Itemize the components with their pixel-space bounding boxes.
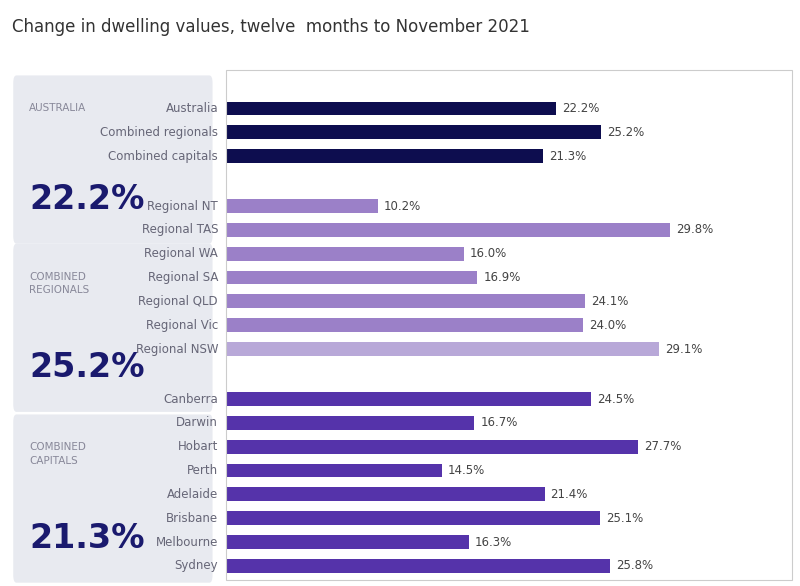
Text: 22.2%: 22.2% <box>29 183 144 216</box>
Bar <box>226 488 545 501</box>
Text: Melbourne: Melbourne <box>156 536 218 548</box>
Text: Australia: Australia <box>166 102 218 115</box>
Text: Regional NT: Regional NT <box>147 200 218 213</box>
Text: Change in dwelling values, twelve  months to November 2021: Change in dwelling values, twelve months… <box>12 18 530 36</box>
Text: Combined regionals: Combined regionals <box>100 126 218 139</box>
Text: 16.9%: 16.9% <box>483 271 521 284</box>
Text: 24.1%: 24.1% <box>590 295 628 308</box>
Text: Canberra: Canberra <box>163 393 218 406</box>
Text: 27.7%: 27.7% <box>645 440 682 453</box>
Text: Hobart: Hobart <box>178 440 218 453</box>
Bar <box>226 392 590 406</box>
Text: 24.5%: 24.5% <box>597 393 634 406</box>
Text: 21.3%: 21.3% <box>29 522 145 554</box>
Bar <box>226 535 469 549</box>
Text: 10.2%: 10.2% <box>383 200 421 213</box>
Bar <box>226 199 378 213</box>
Text: COMBINED
CAPITALS: COMBINED CAPITALS <box>29 442 86 466</box>
Bar <box>226 223 670 237</box>
Text: 21.4%: 21.4% <box>550 488 588 501</box>
Text: Combined capitals: Combined capitals <box>108 149 218 162</box>
Text: 25.2%: 25.2% <box>29 351 145 384</box>
Bar <box>226 101 557 115</box>
FancyBboxPatch shape <box>14 76 213 244</box>
Text: Darwin: Darwin <box>176 417 218 430</box>
Text: Regional Vic: Regional Vic <box>146 319 218 332</box>
Text: 16.7%: 16.7% <box>481 417 518 430</box>
Text: Sydney: Sydney <box>174 560 218 573</box>
Text: 25.2%: 25.2% <box>607 126 645 139</box>
Text: Adelaide: Adelaide <box>167 488 218 501</box>
Text: Brisbane: Brisbane <box>166 512 218 524</box>
Text: 21.3%: 21.3% <box>549 149 586 162</box>
Text: Regional NSW: Regional NSW <box>136 343 218 356</box>
Text: 16.0%: 16.0% <box>470 247 507 260</box>
Bar <box>226 318 583 332</box>
Bar <box>226 440 638 454</box>
FancyBboxPatch shape <box>14 414 213 582</box>
Text: 22.2%: 22.2% <box>562 102 600 115</box>
Bar <box>226 559 610 573</box>
Bar <box>226 464 442 478</box>
Text: COMBINED
REGIONALS: COMBINED REGIONALS <box>29 272 90 295</box>
Bar <box>226 271 478 284</box>
Text: 16.3%: 16.3% <box>474 536 512 548</box>
Text: Regional QLD: Regional QLD <box>138 295 218 308</box>
Text: Regional WA: Regional WA <box>144 247 218 260</box>
Bar <box>226 149 543 163</box>
Bar <box>226 247 464 261</box>
Text: 29.8%: 29.8% <box>676 223 713 236</box>
Text: Perth: Perth <box>187 464 218 477</box>
Text: 25.8%: 25.8% <box>616 560 654 573</box>
Text: Regional SA: Regional SA <box>148 271 218 284</box>
Bar <box>226 512 600 525</box>
Text: 29.1%: 29.1% <box>666 343 702 356</box>
Bar <box>226 342 659 356</box>
Text: 24.0%: 24.0% <box>590 319 626 332</box>
Text: 25.1%: 25.1% <box>606 512 643 524</box>
Bar <box>226 295 585 308</box>
FancyBboxPatch shape <box>14 244 213 412</box>
Text: Regional TAS: Regional TAS <box>142 223 218 236</box>
Text: 14.5%: 14.5% <box>448 464 485 477</box>
Text: AUSTRALIA: AUSTRALIA <box>29 104 86 114</box>
Bar <box>226 125 601 139</box>
Bar <box>226 416 474 430</box>
